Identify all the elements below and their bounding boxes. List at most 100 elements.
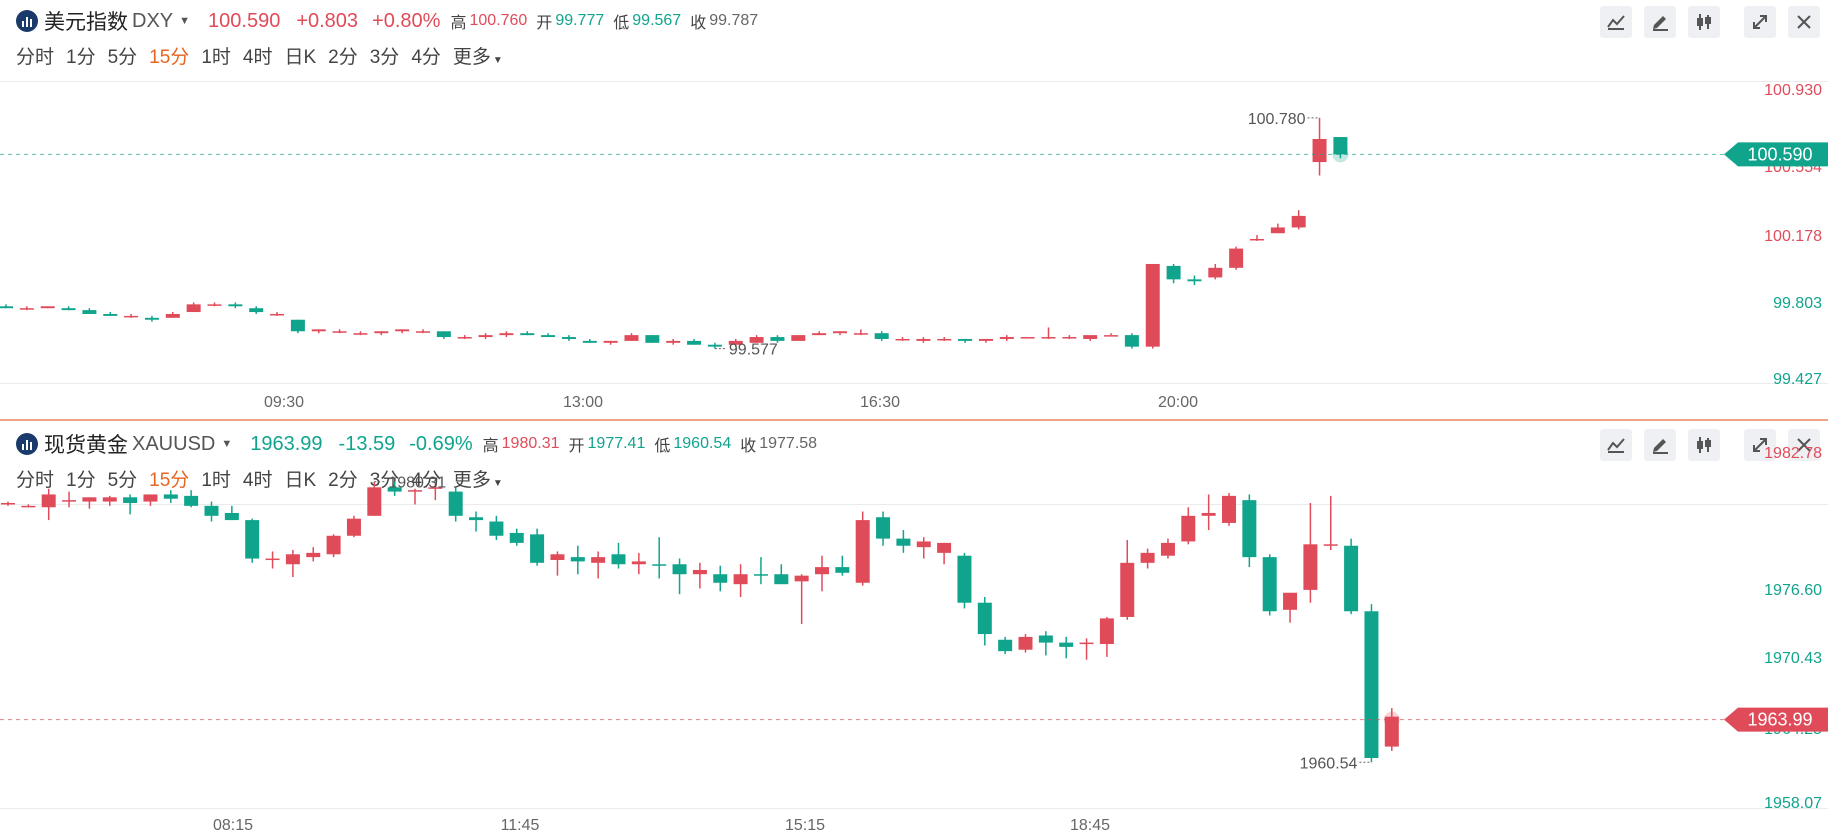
- candle: [713, 565, 728, 592]
- tab-timeframe-4h[interactable]: 4时: [242, 47, 273, 68]
- candle-body: [207, 304, 222, 306]
- candle: [1262, 554, 1277, 616]
- candle-body: [1079, 642, 1094, 645]
- candle-body: [1291, 215, 1306, 228]
- candle-body: [1303, 544, 1318, 590]
- candle: [958, 338, 973, 343]
- close-value: 1977.58: [759, 435, 818, 452]
- candle-body: [591, 557, 606, 563]
- candle: [499, 331, 514, 338]
- tab-timeframe-more[interactable]: 更多 ▼: [453, 465, 503, 492]
- candle-body: [311, 329, 326, 332]
- tab-timeframe-15m[interactable]: 15分: [149, 47, 190, 68]
- candle: [895, 337, 910, 341]
- tab-timeframe-day[interactable]: 日K: [284, 47, 317, 68]
- candle-type-button[interactable]: [1688, 429, 1720, 461]
- candle-body: [436, 331, 451, 338]
- tab-timeframe-1h[interactable]: 1时: [201, 47, 231, 68]
- candle: [707, 342, 722, 349]
- candle-body: [1229, 248, 1244, 268]
- candle-body: [1323, 544, 1338, 546]
- tab-timeframe-4h[interactable]: 4时: [242, 470, 273, 491]
- candle-body: [550, 554, 565, 560]
- candle-body: [749, 337, 764, 343]
- symbol-code[interactable]: XAUUSD: [132, 432, 216, 455]
- tab-timeframe-3m[interactable]: 3分: [369, 470, 400, 491]
- candle-body: [353, 333, 368, 335]
- candle-body: [1104, 335, 1119, 337]
- close-button[interactable]: [1788, 6, 1820, 38]
- candle: [550, 551, 565, 576]
- candle: [1222, 493, 1236, 526]
- low-annotation: 99.577: [729, 342, 778, 359]
- candle: [0, 304, 13, 309]
- chart-bottom-border: [0, 383, 1828, 384]
- candle-body: [916, 338, 931, 341]
- symbol-name[interactable]: 现货黄金: [44, 434, 128, 457]
- y-tick-label: 100.178: [1764, 228, 1822, 245]
- tab-timeframe-15m[interactable]: 15分: [149, 470, 190, 491]
- tab-timeframe-4m[interactable]: 4分: [411, 470, 441, 491]
- close-label: 收: [690, 15, 707, 32]
- draw-button[interactable]: [1644, 429, 1676, 461]
- tab-timeframe-2m[interactable]: 2分: [328, 47, 358, 68]
- candle-body: [82, 310, 97, 314]
- tab-timeframe-fenshi[interactable]: 分时: [16, 470, 55, 491]
- candle-body: [82, 497, 97, 502]
- chevron-down-icon: ▼: [492, 55, 503, 66]
- candle-body: [1124, 335, 1139, 347]
- candle: [1038, 631, 1053, 656]
- candle: [812, 331, 827, 336]
- candle-body: [21, 505, 36, 508]
- candle: [916, 337, 931, 343]
- candle-body: [448, 491, 463, 516]
- candle-body: [0, 306, 13, 309]
- panel-divider[interactable]: [0, 419, 1828, 421]
- candle-body: [895, 338, 910, 341]
- candle: [448, 487, 463, 522]
- tab-timeframe-day[interactable]: 日K: [284, 470, 317, 491]
- candle-type-button[interactable]: [1688, 6, 1720, 38]
- fullscreen-button[interactable]: [1744, 429, 1776, 461]
- candle: [998, 636, 1013, 654]
- tab-timeframe-1m[interactable]: 1分: [66, 470, 96, 491]
- tab-timeframe-more[interactable]: 更多 ▼: [453, 42, 503, 69]
- candle: [1270, 223, 1285, 234]
- symbol-code[interactable]: DXY: [132, 9, 174, 32]
- candle-body: [249, 308, 264, 313]
- tab-timeframe-2m[interactable]: 2分: [328, 470, 358, 491]
- draw-button[interactable]: [1644, 6, 1676, 38]
- candle-body: [958, 338, 973, 341]
- candle: [1384, 708, 1399, 751]
- chevron-down-icon[interactable]: ▼: [179, 15, 191, 27]
- indicator-button[interactable]: [1600, 6, 1632, 38]
- candle: [82, 497, 97, 509]
- candle-body: [957, 555, 972, 603]
- candle: [436, 331, 451, 339]
- indicator-icon: [1607, 438, 1625, 453]
- tab-timeframe-1m[interactable]: 1分: [66, 47, 96, 68]
- candle: [1333, 137, 1348, 159]
- tab-timeframe-3m[interactable]: 3分: [369, 47, 400, 68]
- tab-timeframe-fenshi[interactable]: 分时: [16, 47, 55, 68]
- candle-body: [285, 554, 300, 565]
- chevron-down-icon[interactable]: ▼: [221, 438, 233, 450]
- candle: [896, 530, 911, 553]
- candle-body: [346, 518, 361, 536]
- candle-body: [1384, 716, 1399, 747]
- close-value: 99.787: [709, 12, 759, 29]
- y-tick-label: 1958.07: [1764, 795, 1822, 812]
- close-button[interactable]: [1788, 429, 1820, 461]
- tab-timeframe-4m[interactable]: 4分: [411, 47, 441, 68]
- xauusd-candlestick-chart[interactable]: 1982.781976.601970.431964.251958.0708:15…: [0, 423, 1828, 839]
- tab-timeframe-1h[interactable]: 1时: [201, 470, 231, 491]
- tab-timeframe-5m[interactable]: 5分: [107, 47, 138, 68]
- indicator-button[interactable]: [1600, 429, 1632, 461]
- symbol-name[interactable]: 美元指数: [44, 11, 128, 34]
- fullscreen-button[interactable]: [1744, 6, 1776, 38]
- tab-timeframe-5m[interactable]: 5分: [107, 470, 138, 491]
- candle-body: [520, 333, 535, 336]
- candle-body: [998, 639, 1013, 652]
- candle-body: [1187, 279, 1202, 282]
